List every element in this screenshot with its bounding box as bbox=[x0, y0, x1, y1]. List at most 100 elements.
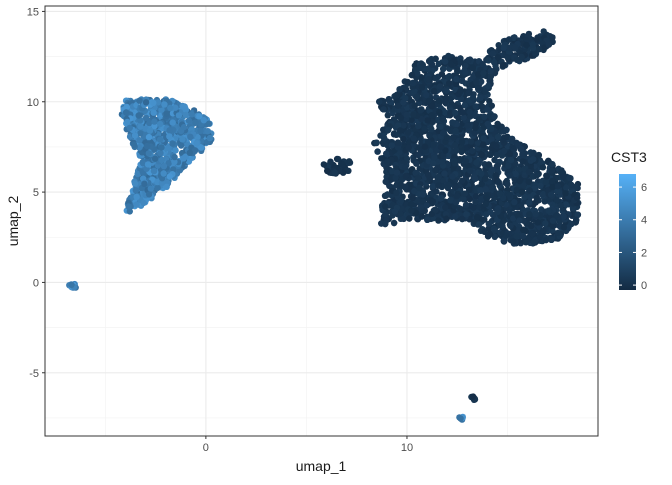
data-point bbox=[381, 135, 388, 142]
data-point bbox=[557, 202, 565, 209]
data-point bbox=[542, 236, 550, 244]
data-point bbox=[488, 125, 495, 132]
data-point bbox=[150, 109, 157, 116]
data-point bbox=[480, 135, 487, 142]
data-point bbox=[178, 142, 185, 149]
data-point bbox=[560, 213, 567, 220]
data-point bbox=[450, 134, 457, 141]
data-point bbox=[548, 167, 556, 174]
data-point bbox=[529, 230, 536, 238]
data-point bbox=[475, 116, 483, 123]
data-point bbox=[396, 86, 403, 93]
data-point bbox=[394, 102, 402, 109]
data-point bbox=[456, 156, 464, 163]
data-point bbox=[492, 172, 499, 179]
data-point bbox=[494, 54, 502, 61]
data-point bbox=[438, 194, 445, 201]
data-point bbox=[449, 173, 456, 180]
data-point bbox=[526, 199, 533, 206]
data-point bbox=[206, 134, 214, 142]
data-point bbox=[442, 147, 449, 154]
data-point bbox=[539, 190, 547, 198]
data-point bbox=[500, 194, 507, 202]
data-point bbox=[567, 181, 575, 188]
data-point bbox=[413, 209, 420, 217]
data-point bbox=[485, 82, 492, 90]
data-point bbox=[404, 78, 412, 86]
data-point bbox=[188, 111, 195, 118]
data-point bbox=[394, 107, 401, 114]
data-point bbox=[462, 62, 469, 69]
data-point bbox=[204, 128, 211, 135]
data-point bbox=[526, 211, 533, 218]
data-point bbox=[403, 111, 410, 119]
data-point bbox=[161, 101, 168, 108]
data-point bbox=[415, 122, 422, 130]
data-point bbox=[439, 115, 446, 123]
data-point bbox=[439, 129, 447, 137]
data-point bbox=[518, 188, 525, 195]
data-point bbox=[549, 34, 556, 41]
data-point bbox=[548, 236, 555, 243]
data-point bbox=[382, 178, 389, 185]
data-point bbox=[547, 191, 555, 198]
data-point bbox=[404, 129, 412, 136]
data-point bbox=[554, 183, 562, 190]
data-point bbox=[496, 222, 503, 229]
data-point bbox=[411, 102, 418, 109]
data-point bbox=[447, 109, 454, 117]
data-point bbox=[130, 141, 138, 148]
data-point bbox=[494, 120, 501, 128]
data-point bbox=[533, 172, 541, 179]
data-point bbox=[145, 191, 153, 198]
data-point bbox=[549, 217, 557, 224]
data-point bbox=[494, 162, 501, 169]
data-point bbox=[519, 232, 527, 240]
data-point bbox=[200, 117, 207, 124]
data-point bbox=[487, 67, 494, 75]
data-point bbox=[180, 155, 187, 162]
data-point bbox=[182, 111, 190, 119]
data-point bbox=[425, 65, 432, 73]
data-point bbox=[523, 41, 530, 49]
data-point bbox=[519, 158, 526, 165]
point-cluster bbox=[66, 280, 79, 291]
data-point bbox=[530, 156, 537, 163]
data-point bbox=[132, 187, 139, 194]
data-point bbox=[126, 124, 133, 132]
data-point bbox=[160, 170, 167, 177]
data-point bbox=[541, 44, 548, 51]
data-point bbox=[135, 112, 142, 119]
data-point bbox=[163, 183, 170, 190]
data-point bbox=[145, 133, 153, 141]
data-point bbox=[465, 57, 472, 64]
data-point bbox=[175, 112, 183, 119]
data-point bbox=[125, 203, 132, 210]
data-point bbox=[158, 156, 165, 164]
data-point bbox=[391, 208, 399, 215]
data-point bbox=[165, 160, 172, 167]
data-point bbox=[537, 182, 544, 189]
data-point bbox=[400, 122, 407, 129]
data-point bbox=[385, 126, 392, 134]
data-point bbox=[428, 210, 436, 218]
data-point bbox=[382, 203, 389, 210]
data-point bbox=[435, 60, 442, 68]
data-point bbox=[156, 120, 164, 128]
data-point bbox=[198, 144, 205, 151]
data-point bbox=[143, 142, 151, 150]
data-point bbox=[505, 36, 513, 43]
data-point bbox=[386, 182, 393, 190]
data-point bbox=[447, 197, 454, 204]
data-point bbox=[166, 127, 173, 134]
data-point bbox=[525, 168, 533, 176]
data-point bbox=[197, 127, 204, 135]
x-tick-label: 10 bbox=[401, 442, 413, 454]
data-point bbox=[172, 104, 179, 111]
axes: 0 10 -5 0 5 10 15 bbox=[27, 6, 413, 454]
data-point bbox=[452, 199, 460, 206]
data-point bbox=[505, 192, 513, 199]
data-point bbox=[444, 125, 451, 132]
data-point bbox=[193, 140, 200, 147]
data-point bbox=[393, 169, 401, 176]
